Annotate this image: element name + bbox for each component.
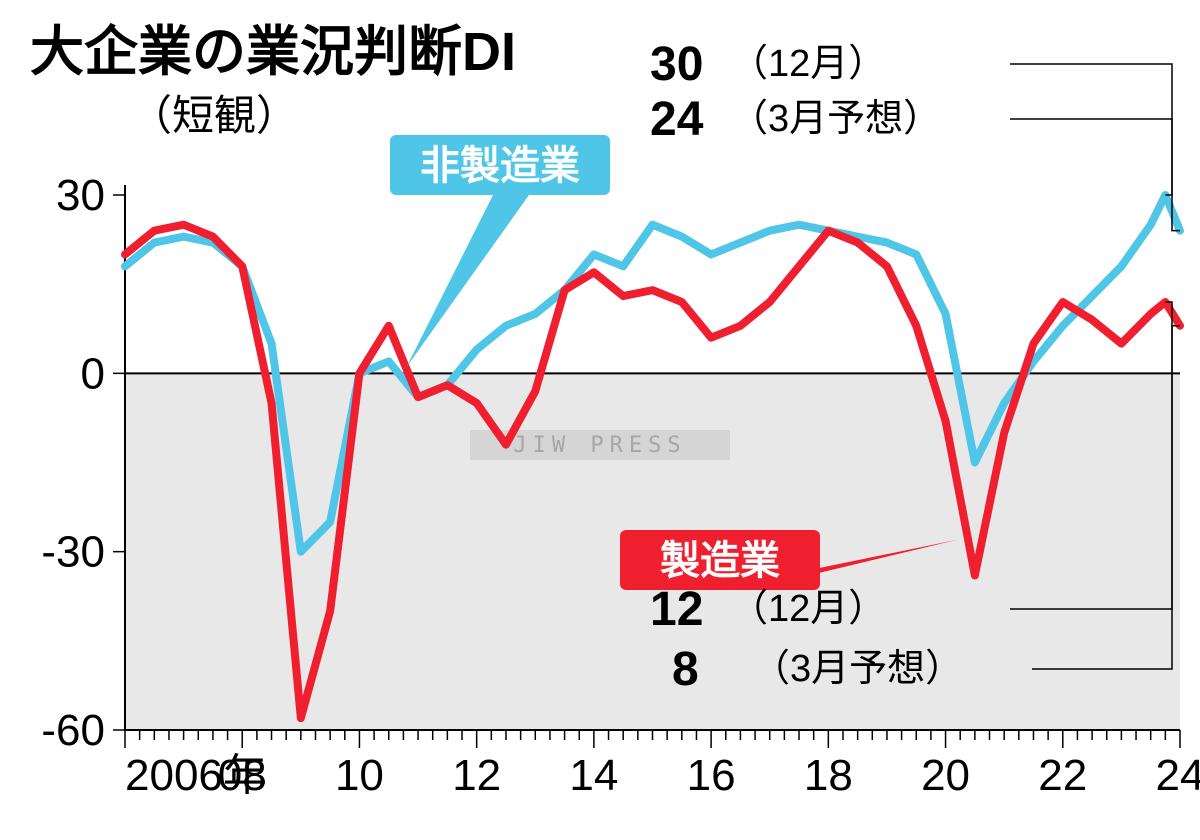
svg-text:JIW PRESS: JIW PRESS [513,433,686,458]
x-tick-label: 18 [804,751,853,800]
x-tick-label: 12 [452,751,501,800]
x-tick-label: 08 [218,751,267,800]
x-tick-label: 16 [687,751,736,800]
anno-mfg-value: 8 [672,643,699,696]
y-tick-label: 0 [81,349,105,398]
y-tick-label: 30 [56,171,105,220]
anno-non-mfg-leader [1010,64,1172,195]
anno-non-mfg-value: 24 [650,93,704,146]
x-tick-label: 14 [569,751,618,800]
anno-non-mfg-period: （3月予想） [730,98,941,140]
svg-text:非製造業: 非製造業 [420,144,580,188]
chart-container: -60-300302006年081012141618202224JIW PRES… [0,0,1200,840]
anno-non-mfg-value: 30 [650,38,703,91]
anno-mfg-period: （12月） [730,588,886,630]
chart-subtitle: （短観） [130,92,298,139]
x-tick-label: 22 [1038,751,1087,800]
x-tick-label: 10 [335,751,384,800]
svg-text:製造業: 製造業 [660,539,780,583]
anno-mfg-value: 12 [650,583,703,636]
y-tick-label: -30 [41,528,105,577]
anno-non-mfg-period: （12月） [730,43,886,85]
anno-mfg-period: （3月予想） [752,648,963,690]
y-tick-label: -60 [41,706,105,755]
chart-title: 大企業の業況判断DI [30,22,516,82]
chart-svg: -60-300302006年081012141618202224JIW PRES… [0,0,1200,840]
x-tick-label: 20 [921,751,970,800]
x-tick-label: 24 [1156,751,1200,800]
